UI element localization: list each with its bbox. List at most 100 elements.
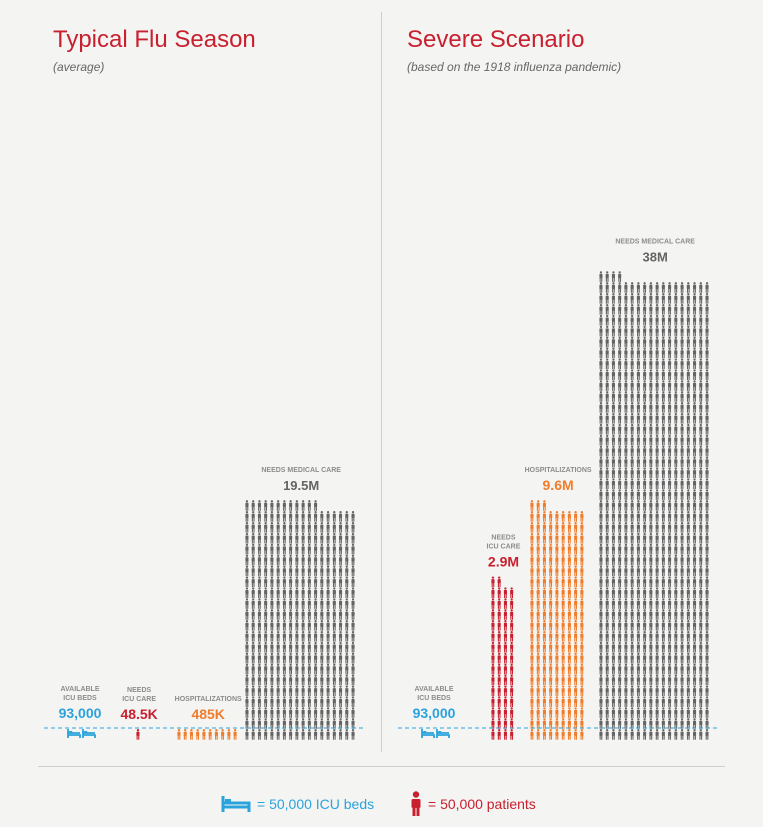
person-icon: [301, 587, 305, 598]
person-icon: [705, 445, 709, 457]
person-icon: [542, 641, 546, 653]
pictogram-charts: 93,000 AVAILABLE ICU BEDS 48.5K NEEDS ICU CAR…: [44, 238, 720, 740]
person-icon: [276, 620, 280, 631]
person-icon: [686, 696, 690, 707]
person-icon: [580, 696, 584, 707]
person-icon: [643, 630, 647, 642]
person-icon: [661, 652, 665, 664]
person-icon: [542, 652, 546, 664]
person-icon: [630, 391, 634, 402]
person-icon: [686, 293, 690, 304]
person-icon: [680, 630, 684, 642]
person-icon: [668, 554, 672, 566]
person-icon: [630, 620, 634, 631]
person-icon: [668, 325, 672, 337]
person-icon: [611, 576, 615, 588]
person-icon: [314, 587, 318, 598]
person-icon: [503, 652, 507, 664]
person-icon: [599, 696, 603, 707]
person-icon: [655, 511, 659, 522]
person-icon: [574, 620, 578, 631]
person-icon: [339, 598, 343, 609]
person-icon: [599, 336, 603, 348]
person-icon: [643, 412, 647, 424]
person-icon: [314, 641, 318, 653]
person-icon: [332, 718, 336, 729]
category-label-0-0: ICU BEDS: [63, 695, 97, 702]
person-icon: [668, 587, 672, 598]
person-icon: [630, 511, 634, 522]
person-icon: [680, 412, 684, 424]
person-icon: [636, 532, 640, 544]
person-icon: [705, 369, 709, 380]
person-icon: [301, 707, 305, 718]
person-icon: [605, 314, 609, 326]
person-icon: [320, 707, 324, 718]
person-icon: [618, 609, 622, 620]
person-icon: [643, 620, 647, 631]
person-icon: [611, 674, 615, 686]
person-icon: [605, 467, 609, 479]
person-icon: [693, 543, 697, 555]
person-icon: [668, 456, 672, 468]
person-icon: [307, 554, 311, 566]
person-icon: [574, 663, 578, 675]
person-icon: [332, 685, 336, 697]
person-icon: [693, 587, 697, 598]
person-icon: [555, 543, 559, 555]
person-icon: [301, 696, 305, 707]
person-icon: [605, 641, 609, 653]
person-icon: [655, 729, 659, 740]
person-icon: [649, 707, 653, 718]
person-icon: [257, 718, 261, 729]
person-icon: [264, 598, 268, 609]
person-icon: [699, 663, 703, 675]
person-icon: [574, 543, 578, 555]
person-icon: [636, 511, 640, 522]
person-icon: [624, 511, 628, 522]
person-icon: [320, 641, 324, 653]
person-icon: [555, 609, 559, 620]
person-icon: [574, 565, 578, 577]
person-icon: [536, 718, 540, 729]
person-icon: [530, 620, 534, 631]
person-icon: [611, 467, 615, 479]
person-icon: [549, 565, 553, 577]
person-icon: [605, 282, 609, 293]
person-icon: [674, 620, 678, 631]
person-icon: [251, 663, 255, 675]
person-icon: [649, 511, 653, 522]
person-icon: [555, 532, 559, 544]
person-icon: [686, 532, 690, 544]
person-icon: [605, 293, 609, 304]
person-icon: [510, 598, 514, 609]
person-icon: [649, 609, 653, 620]
person-icon: [699, 609, 703, 620]
person-icon: [705, 412, 709, 424]
person-icon: [276, 641, 280, 653]
person-icon: [668, 500, 672, 511]
person-icon: [282, 511, 286, 522]
person-icon: [567, 685, 571, 697]
person-icon: [624, 423, 628, 435]
person-icon: [326, 630, 330, 642]
person-icon: [574, 685, 578, 697]
person-icon: [314, 696, 318, 707]
person-icon: [624, 609, 628, 620]
person-icon: [674, 587, 678, 598]
person-icon: [503, 696, 507, 707]
person-icon: [264, 511, 268, 522]
person-icon: [282, 587, 286, 598]
person-icon: [307, 652, 311, 664]
person-icon: [693, 489, 697, 500]
person-icon: [491, 707, 495, 718]
person-icon: [301, 500, 305, 511]
person-icon: [599, 729, 603, 740]
person-icon: [491, 609, 495, 620]
person-icon: [605, 500, 609, 511]
person-icon: [693, 380, 697, 391]
person-icon: [661, 489, 665, 500]
person-icon: [680, 380, 684, 391]
person-icon: [605, 521, 609, 533]
person-icon: [699, 423, 703, 435]
